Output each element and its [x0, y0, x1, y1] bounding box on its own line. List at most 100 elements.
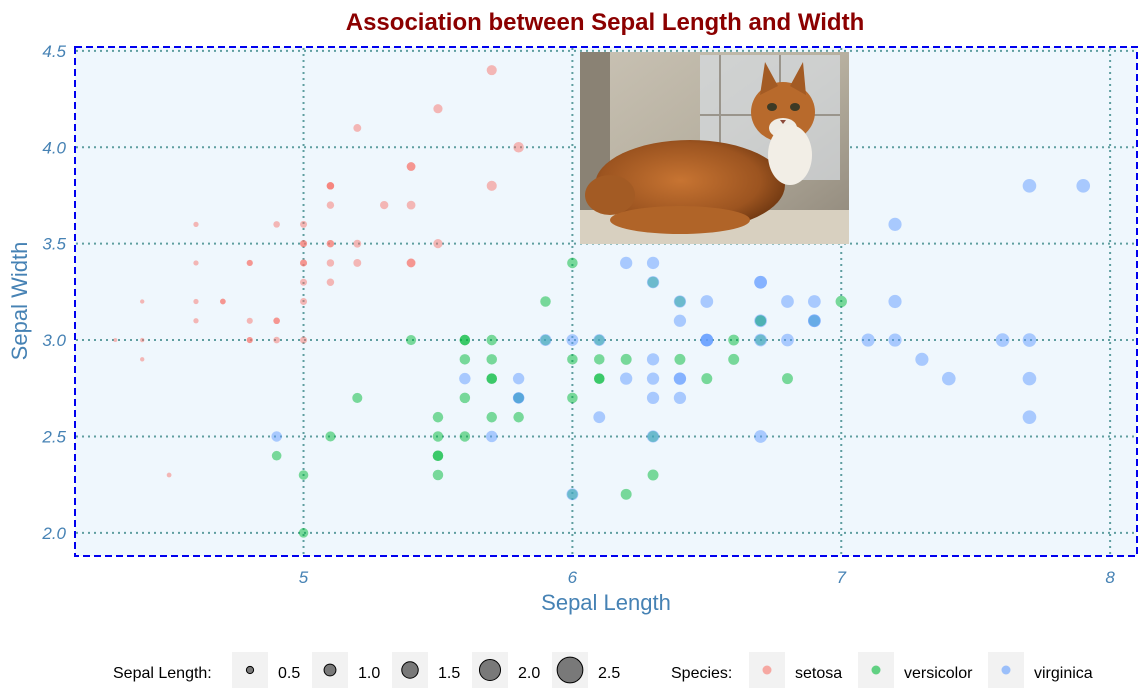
- versicolor-point: [674, 353, 686, 365]
- virginica-point: [781, 295, 794, 308]
- versicolor-legend-marker: [871, 665, 881, 675]
- x-tick-label: 8: [1105, 568, 1115, 587]
- versicolor-point: [728, 334, 740, 346]
- setosa-point: [513, 141, 524, 153]
- axis-labels: 5 6 7 8 2.0 2.5 3.0 3.5 4.0 4.5: [41, 42, 1115, 587]
- versicolor-point: [620, 488, 632, 500]
- virginica-point: [1022, 371, 1037, 386]
- setosa-point: [433, 104, 443, 114]
- setosa-point: [326, 259, 335, 267]
- versicolor-point: [594, 354, 605, 365]
- virginica-point: [646, 391, 660, 405]
- versicolor-point: [540, 296, 551, 307]
- setosa-point: [380, 200, 389, 210]
- virginica-point: [646, 353, 660, 366]
- virginica-point: [566, 334, 579, 346]
- virginica-point: [646, 430, 660, 443]
- setosa-point: [140, 337, 145, 343]
- virginica-point: [593, 411, 606, 424]
- versicolor-point: [459, 354, 471, 365]
- versicolor-point: [567, 354, 578, 365]
- virginica-point: [754, 275, 767, 289]
- virginica-point: [486, 430, 498, 443]
- color-legend-label: setosa: [795, 665, 842, 682]
- size-legend-label: 0.5: [278, 665, 300, 682]
- virginica-point: [673, 372, 687, 385]
- virginica-point: [941, 371, 956, 386]
- setosa-point: [273, 317, 280, 325]
- setosa-point: [113, 338, 118, 343]
- versicolor-point: [647, 469, 659, 481]
- setosa-point: [353, 258, 362, 267]
- virginica-point: [1022, 410, 1037, 424]
- virginica-point: [593, 334, 606, 346]
- setosa-point: [193, 221, 199, 227]
- virginica-point: [620, 256, 633, 270]
- virginica-point: [888, 333, 902, 347]
- virginica-point: [754, 430, 767, 443]
- x-tick-label: 5: [299, 568, 309, 587]
- size-legend-label: 2.0: [518, 665, 540, 682]
- size-legend-marker: [323, 663, 337, 677]
- versicolor-point: [486, 373, 497, 384]
- color-legend-label: virginica: [1034, 665, 1093, 682]
- size-legend-label: 2.5: [598, 665, 620, 682]
- x-axis-title: Sepal Length: [541, 590, 671, 615]
- setosa-point: [486, 180, 497, 191]
- versicolor-point: [486, 411, 497, 423]
- versicolor-point: [459, 431, 471, 442]
- virginica-point: [754, 333, 767, 347]
- setosa-point: [166, 472, 172, 478]
- size-legend-title: Sepal Length:: [113, 665, 212, 682]
- y-tick-label: 4.5: [42, 42, 66, 61]
- cat-photo: [580, 52, 849, 244]
- size-legend-marker: [556, 656, 584, 684]
- y-tick-label: 3.5: [42, 235, 66, 254]
- setosa-point: [300, 298, 308, 305]
- versicolor-point: [459, 334, 471, 346]
- virginica-point: [1022, 179, 1037, 193]
- setosa-point: [300, 278, 308, 286]
- versicolor-point: [835, 295, 847, 308]
- setosa-point: [246, 317, 253, 324]
- x-tick-label: 7: [837, 568, 847, 587]
- virginica-point: [566, 488, 579, 501]
- y-tick-label: 3.0: [42, 331, 66, 350]
- virginica-point: [781, 333, 794, 347]
- virginica-point: [673, 391, 687, 405]
- virginica-point: [700, 333, 714, 347]
- virginica-point: [754, 314, 767, 328]
- setosa-point: [326, 278, 335, 286]
- setosa-point: [406, 162, 416, 171]
- chart-title: Association between Sepal Length and Wid…: [346, 9, 865, 36]
- x-tick-label: 6: [568, 568, 578, 587]
- virginica-point: [673, 314, 687, 327]
- setosa-point: [140, 357, 145, 362]
- versicolor-point: [486, 334, 497, 346]
- setosa-point: [246, 337, 253, 344]
- virginica-point: [1022, 333, 1037, 347]
- setosa-point: [300, 259, 308, 267]
- virginica-point: [512, 392, 525, 404]
- size-legend-label: 1.0: [358, 665, 380, 682]
- virginica-point: [271, 431, 282, 442]
- virginica-point: [700, 295, 714, 308]
- setosa-point: [326, 239, 335, 248]
- virginica-point: [512, 372, 525, 385]
- versicolor-point: [298, 528, 309, 538]
- legend: Sepal Length: 0.5 1.0 1.5 2.0 2.5 Species: s…: [113, 652, 1093, 688]
- color-legend-items: setosa versicolor virginica: [749, 652, 1093, 688]
- color-legend-title: Species:: [671, 665, 732, 682]
- versicolor-point: [406, 335, 417, 346]
- versicolor-point: [567, 392, 578, 404]
- setosa-point: [273, 336, 280, 344]
- virginica-point: [539, 334, 552, 346]
- versicolor-point: [513, 411, 524, 423]
- y-tick-label: 2.0: [41, 524, 66, 543]
- virginica-point: [915, 352, 929, 366]
- virginica-point: [1076, 179, 1091, 193]
- size-legend-marker: [478, 658, 502, 682]
- versicolor-point: [728, 353, 740, 365]
- setosa-point: [273, 221, 280, 228]
